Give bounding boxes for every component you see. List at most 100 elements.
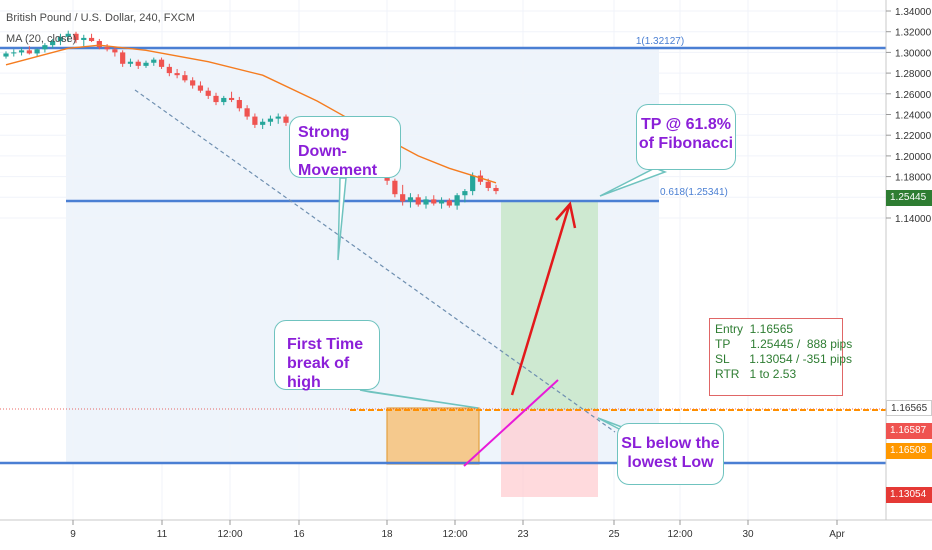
candle-down xyxy=(244,108,250,117)
y-tick-label: 1.32000 xyxy=(895,28,932,39)
x-tick-label: Apr xyxy=(829,529,845,540)
candle-up xyxy=(470,175,476,192)
take-profit-zone xyxy=(501,201,598,410)
y-tick-label: 1.28000 xyxy=(895,69,932,80)
x-tick-label: 18 xyxy=(381,529,393,540)
stop-loss-zone xyxy=(501,410,598,497)
price-badge: 1.16565 xyxy=(886,400,932,416)
callout-pointer xyxy=(359,389,479,409)
candle-up xyxy=(275,116,281,119)
ma-indicator-label[interactable]: MA (20, close) xyxy=(6,33,77,45)
y-tick-label: 1.20000 xyxy=(895,152,932,163)
candle-up xyxy=(127,61,134,64)
candle-up xyxy=(260,121,266,125)
candle-down xyxy=(166,66,172,74)
callout-text: lowest Low xyxy=(627,454,714,471)
candle-up xyxy=(143,62,149,66)
info-tp: TP 1.25445 / 888 pips xyxy=(715,337,853,351)
candle-up xyxy=(57,36,64,42)
callout-first-time-break: First Time break of high xyxy=(274,320,380,391)
candle-down xyxy=(190,80,196,86)
info-rtr: RTR 1 to 2.53 xyxy=(715,367,797,381)
consolidation-box xyxy=(386,407,480,465)
position-info-box: Entry 1.16565 TP 1.25445 / 888 pips SL 1… xyxy=(709,318,853,396)
price-badge: 1.13054 xyxy=(886,487,932,503)
callout-strong-down-movement: Strong Down- Movement xyxy=(289,116,401,179)
candle-down xyxy=(400,194,406,202)
x-tick-label: 12:00 xyxy=(217,529,242,540)
symbol-title: British Pound / U.S. Dollar, 240, FXCM xyxy=(6,12,195,24)
candle-down xyxy=(73,33,79,40)
candle-down xyxy=(392,180,398,195)
y-tick-label: 1.22000 xyxy=(895,131,932,142)
candle-up xyxy=(462,191,468,196)
callout-text: SL below the xyxy=(621,435,720,452)
x-tick-label: 12:00 xyxy=(442,529,467,540)
candle-down xyxy=(158,59,165,67)
candle-down xyxy=(283,116,289,123)
candle-down xyxy=(104,47,110,50)
y-tick-label: 1.24000 xyxy=(895,111,932,122)
fib-level-618-label: 0.618(1.25341) xyxy=(660,187,728,198)
y-tick-label: 1.34000 xyxy=(895,7,932,18)
x-tick-label: 23 xyxy=(517,529,529,540)
y-tick-label: 1.26000 xyxy=(895,90,932,101)
candle-up xyxy=(81,37,87,40)
callout-text: of Fibonacci xyxy=(638,135,734,152)
x-tick-label: 25 xyxy=(608,529,620,540)
callout-pointer xyxy=(337,177,347,261)
y-tick-label: 1.30000 xyxy=(895,48,932,59)
candle-down xyxy=(415,197,421,205)
candle-up xyxy=(34,49,40,54)
candle-up xyxy=(423,199,429,205)
x-axis[interactable]: 9 11 12:00 16 18 12:00 23 25 12:00 30 Apr xyxy=(70,520,845,540)
callout-text: Movement xyxy=(298,162,378,179)
callout-text: break of high xyxy=(287,355,350,391)
candle-down xyxy=(213,95,219,103)
y-tick-label: 1.18000 xyxy=(895,173,932,184)
red-up-arrow xyxy=(510,205,571,396)
candle-down xyxy=(205,90,211,96)
callout-pointer xyxy=(599,167,668,197)
candle-down xyxy=(446,200,452,206)
candle-down xyxy=(182,75,188,81)
price-badge: 1.16508 xyxy=(886,443,932,459)
callout-text: Strong Down- xyxy=(298,124,350,160)
price-badge: 1.16587 xyxy=(886,423,932,439)
candle-down xyxy=(197,85,204,91)
candle-up xyxy=(18,50,25,53)
info-sl: SL 1.13054 / -351 pips xyxy=(715,352,852,366)
candle-up xyxy=(438,200,445,204)
candle-down xyxy=(120,52,126,64)
x-tick-label: 9 xyxy=(70,529,76,540)
candle-up xyxy=(3,53,9,57)
candle-down xyxy=(174,73,180,76)
candle-up xyxy=(267,118,274,122)
magenta-trendline xyxy=(463,379,559,467)
candle-down xyxy=(431,199,437,204)
candle-up xyxy=(11,52,17,54)
callout-text: First Time xyxy=(287,336,364,353)
candle-down xyxy=(26,50,32,54)
candle-down xyxy=(252,116,258,125)
candle-down xyxy=(228,97,235,101)
candle-up xyxy=(454,195,460,206)
candle-down xyxy=(485,181,491,188)
dashed-trendline xyxy=(134,89,616,433)
candle-up xyxy=(151,59,157,63)
y-tick-label: 1.14000 xyxy=(895,214,932,225)
moving-average-line xyxy=(5,44,497,184)
price-badge: 1.25445 xyxy=(886,190,932,206)
candle-up xyxy=(407,197,414,202)
x-tick-label: 12:00 xyxy=(667,529,692,540)
x-tick-label: 16 xyxy=(293,529,305,540)
x-tick-label: 30 xyxy=(742,529,754,540)
callout-sl-lowest-low: SL below the lowest Low xyxy=(617,423,724,485)
candle-down xyxy=(88,37,95,42)
red-arrowhead-icon xyxy=(555,201,577,229)
candle-down xyxy=(236,100,242,109)
callout-text: TP @ 61.8% xyxy=(640,116,731,133)
candle-down xyxy=(493,187,499,192)
